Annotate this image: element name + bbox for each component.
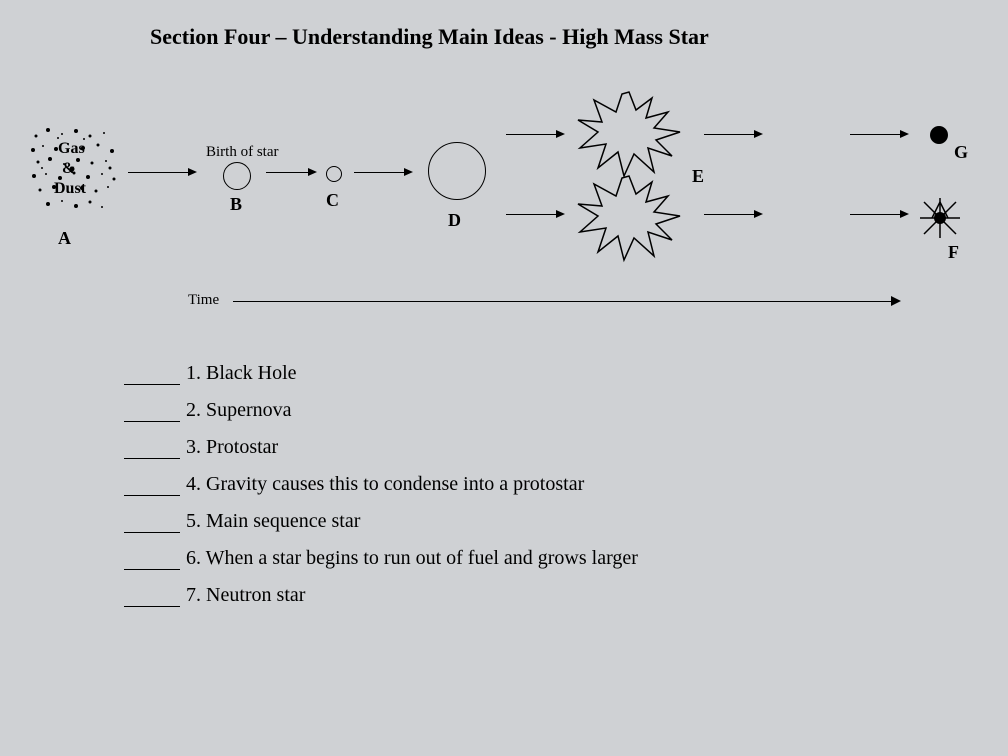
question-list: 1. Black Hole 2. Supernova 3. Protostar … — [124, 362, 638, 621]
arrow-to-g-2 — [850, 134, 900, 135]
giant-circle — [428, 142, 486, 200]
question-row: 6. When a star begins to run out of fuel… — [124, 547, 638, 570]
question-row: 5. Main sequence star — [124, 510, 638, 533]
lifecycle-diagram: Gas & Dust A Birth of star B C D — [28, 104, 980, 304]
neutron-star — [918, 196, 962, 240]
answer-blank[interactable] — [124, 588, 180, 607]
label-C: C — [326, 190, 339, 211]
supernova-lower — [574, 174, 684, 264]
question-row: 1. Black Hole — [124, 362, 638, 385]
label-A: A — [58, 228, 71, 249]
nebula-text-dust: Dust — [54, 180, 86, 198]
arrow-to-f-2 — [850, 214, 900, 215]
arrow-c-d — [354, 172, 404, 173]
question-row: 2. Supernova — [124, 399, 638, 422]
label-B: B — [230, 194, 242, 215]
nebula-gas-dust: Gas & Dust — [28, 124, 120, 216]
answer-blank[interactable] — [124, 551, 180, 570]
time-axis-line — [233, 301, 893, 302]
question-row: 4. Gravity causes this to condense into … — [124, 473, 638, 496]
answer-blank[interactable] — [124, 477, 180, 496]
arrow-e-f — [704, 214, 754, 215]
arrow-d-lower — [506, 214, 556, 215]
question-text: 6. When a star begins to run out of fuel… — [186, 547, 638, 570]
arrow-b-c — [266, 172, 308, 173]
nebula-text-gas: Gas — [58, 140, 85, 158]
question-text: 5. Main sequence star — [186, 510, 360, 533]
question-row: 7. Neutron star — [124, 584, 638, 607]
arrow-d-e — [506, 134, 556, 135]
section-title: Section Four – Understanding Main Ideas … — [150, 24, 709, 50]
arrow-e-g — [704, 134, 754, 135]
birth-of-star-label: Birth of star — [206, 144, 279, 161]
answer-blank[interactable] — [124, 403, 180, 422]
question-text: 7. Neutron star — [186, 584, 305, 607]
mainseq-circle — [326, 166, 342, 182]
nebula-text-amp: & — [62, 160, 75, 178]
arrow-a-b — [128, 172, 188, 173]
question-text: 2. Supernova — [186, 399, 292, 422]
question-row: 3. Protostar — [124, 436, 638, 459]
question-text: 3. Protostar — [186, 436, 278, 459]
black-hole — [930, 126, 948, 144]
answer-blank[interactable] — [124, 440, 180, 459]
label-F: F — [948, 242, 959, 263]
worksheet-page: Section Four – Understanding Main Ideas … — [0, 0, 1008, 756]
label-E: E — [692, 166, 704, 187]
time-label: Time — [188, 292, 219, 309]
protostar-circle — [223, 162, 251, 190]
time-axis-arrow — [891, 296, 901, 306]
question-text: 4. Gravity causes this to condense into … — [186, 473, 584, 496]
supernova-upper — [574, 90, 684, 180]
label-D: D — [448, 210, 461, 231]
question-text: 1. Black Hole — [186, 362, 297, 385]
answer-blank[interactable] — [124, 366, 180, 385]
label-G: G — [954, 142, 968, 163]
answer-blank[interactable] — [124, 514, 180, 533]
